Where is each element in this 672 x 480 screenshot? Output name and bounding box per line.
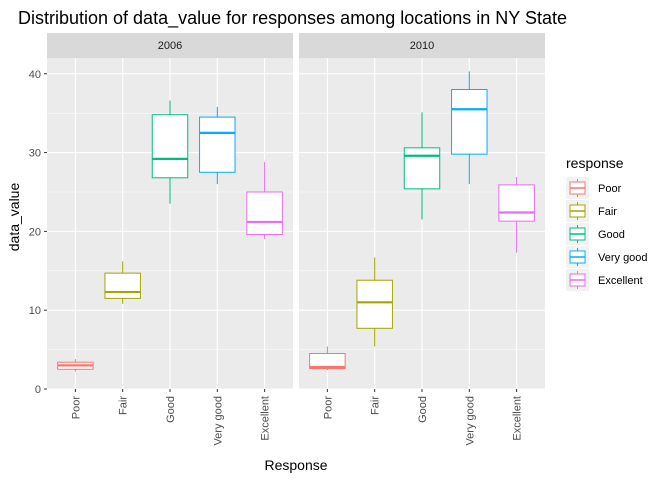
box-iqr: [309, 353, 346, 370]
legend-label-poor: Poor: [598, 183, 622, 195]
legend-label-very-good: Very good: [598, 252, 648, 264]
strip-2010: [299, 33, 545, 58]
box-2006-fair: [104, 261, 141, 304]
chart-title: Distribution of data_value for responses…: [18, 8, 567, 29]
box-2010-fair: [356, 257, 393, 347]
legend-entry-fair: Fair: [566, 200, 617, 222]
x-tick-label-2010-very-good: Very good: [464, 396, 476, 446]
box-iqr: [199, 116, 236, 173]
y-axis-title: data_value: [6, 183, 22, 252]
box-2010-poor: [309, 346, 346, 371]
strip-label-2010: 2010: [410, 40, 434, 52]
x-tick-label-2010-fair: Fair: [370, 396, 382, 415]
box-iqr: [151, 114, 189, 179]
x-tick-label-2006-excellent: Excellent: [260, 396, 272, 441]
box-2006-very-good: [199, 106, 236, 185]
y-axis: 0 10 20 30 40: [29, 69, 47, 396]
x-tick-label-2006-very-good: Very good: [212, 396, 224, 446]
panel-2010: 2010: [299, 33, 545, 390]
box-iqr: [104, 272, 141, 299]
legend-entry-good: Good: [566, 223, 625, 245]
panel-2006: 2006: [47, 33, 293, 390]
legend-label-excellent: Excellent: [598, 275, 643, 287]
strip-label-2006: 2006: [158, 40, 182, 52]
y-tick-label-40: 40: [29, 69, 41, 81]
box-iqr: [403, 147, 441, 190]
box-2010-good: [403, 112, 441, 220]
x-tick-label-2010-good: Good: [417, 396, 429, 423]
legend-entry-excellent: Excellent: [566, 269, 643, 291]
legend: response Poor Fair Good Very good Excellent: [566, 155, 648, 291]
facet-panels: 2006 2010: [47, 33, 545, 390]
x-axis: Poor Fair Good Very good Excellent Poor Fair Go…: [70, 389, 524, 446]
x-tick-label-2006-fair: Fair: [118, 396, 130, 415]
strip-2006: [47, 33, 293, 58]
box-2010-very-good: [451, 71, 488, 185]
x-tick-label-2006-poor: Poor: [70, 396, 82, 420]
box-iqr: [498, 184, 535, 222]
x-axis-title: Response: [264, 457, 327, 473]
box-iqr: [246, 191, 283, 236]
box-2006-poor: [57, 359, 94, 372]
x-tick-label-2010-excellent: Excellent: [512, 396, 524, 441]
box-iqr: [451, 89, 488, 155]
legend-label-good: Good: [598, 229, 625, 241]
y-tick-label-20: 20: [29, 226, 41, 238]
box-iqr: [356, 279, 393, 329]
box-2006-excellent: [246, 162, 283, 240]
y-tick-label-0: 0: [35, 384, 41, 396]
x-tick-label-2010-poor: Poor: [322, 396, 334, 420]
legend-title: response: [566, 155, 624, 171]
y-tick-label-10: 10: [29, 305, 41, 317]
y-tick-label-30: 30: [29, 148, 41, 160]
x-tick-label-2006-good: Good: [165, 396, 177, 423]
legend-label-fair: Fair: [598, 206, 617, 218]
box-2010-excellent: [498, 177, 535, 253]
box-2006-good: [151, 100, 189, 204]
legend-entry-very-good: Very good: [566, 246, 648, 268]
legend-entry-poor: Poor: [566, 177, 622, 199]
